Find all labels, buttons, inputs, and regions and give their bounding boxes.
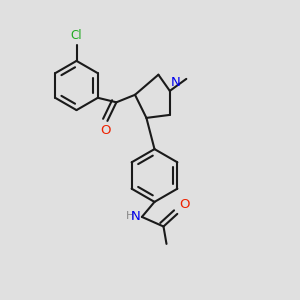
Text: N: N — [171, 76, 181, 89]
Text: Cl: Cl — [71, 29, 82, 42]
Text: O: O — [100, 124, 110, 137]
Text: H: H — [126, 211, 135, 221]
Text: N: N — [130, 209, 140, 223]
Text: O: O — [180, 199, 190, 212]
